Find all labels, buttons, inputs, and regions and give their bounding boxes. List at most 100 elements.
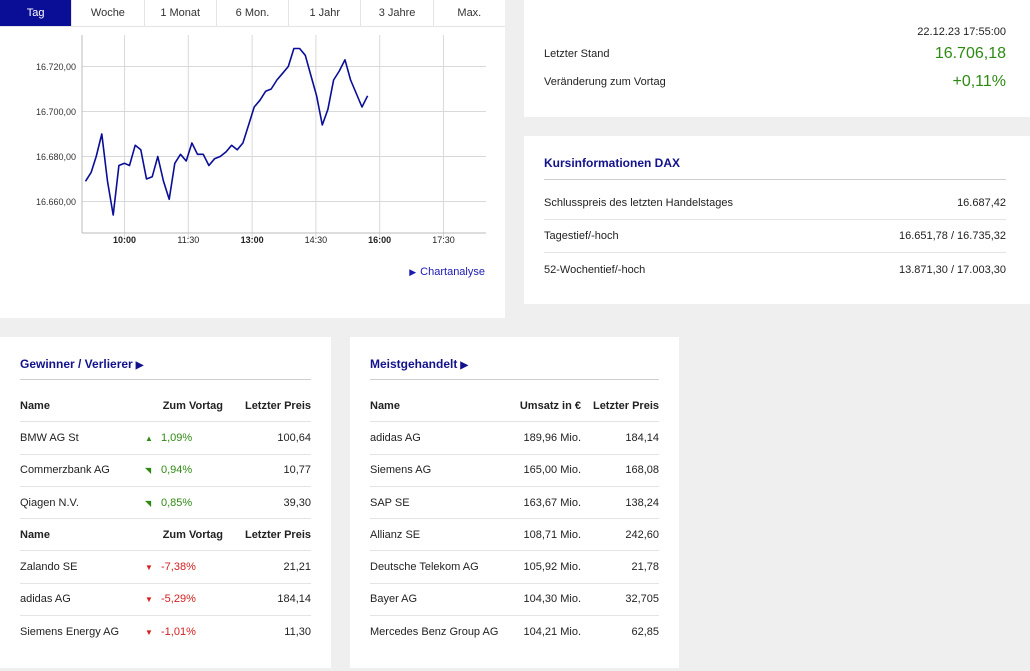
tab-6-mon[interactable]: 6 Mon. xyxy=(217,0,290,26)
stock-price: 62,85 xyxy=(631,626,659,639)
tab-3-jahre[interactable]: 3 Jahre xyxy=(361,0,434,26)
x-tick-label: 11:30 xyxy=(177,235,199,245)
veraenderung-label: Veränderung zum Vortag xyxy=(544,76,666,88)
table-row[interactable]: BMW AG St ▲ 1,09% 100,64 xyxy=(20,422,311,455)
stock-price: 32,705 xyxy=(625,593,659,606)
x-tick-label: 16:00 xyxy=(368,235,391,245)
stock-umsatz: 163,67 Mio. xyxy=(523,496,581,509)
table-row[interactable]: Siemens Energy AG ▼ -1,01% 11,30 xyxy=(20,616,311,648)
table-header: Name Zum Vortag Letzter Preis xyxy=(20,519,311,552)
table-row[interactable]: Bayer AG 104,30 Mio. 32,705 xyxy=(370,584,659,617)
stock-umsatz: 165,00 Mio. xyxy=(523,464,581,477)
table-header: Name Umsatz in € Letzter Preis xyxy=(370,390,659,423)
stock-price: 21,21 xyxy=(283,561,311,574)
stock-price: 168,08 xyxy=(625,464,659,477)
stock-name: adidas AG xyxy=(370,431,421,444)
table-row[interactable]: SAP SE 163,67 Mio. 138,24 xyxy=(370,487,659,520)
stock-price: 21,78 xyxy=(631,561,659,574)
col-letzter-preis: Letzter Preis xyxy=(244,399,311,412)
col-letzter-preis: Letzter Preis xyxy=(244,528,311,541)
play-icon: ▶ xyxy=(460,360,469,371)
stock-name: Mercedes Benz Group AG ... xyxy=(370,626,501,639)
table-header: Name Zum Vortag Letzter Preis xyxy=(20,390,311,423)
wochentief-hoch-row: 52-Wochentief/-hoch 13.871,30 / 17.003,3… xyxy=(544,253,1006,286)
stock-change: 0,85% xyxy=(161,496,193,509)
stock-change: 0,94% xyxy=(161,464,193,477)
stock-change: -5,29% xyxy=(161,593,196,606)
table-row[interactable]: adidas AG 189,96 Mio. 184,14 xyxy=(370,422,659,455)
kurs-row-label: Schlusspreis des letzten Handelstages xyxy=(544,197,733,209)
stock-name: Zalando SE xyxy=(20,561,78,574)
y-tick-label: 16.660,00 xyxy=(36,197,76,207)
stock-price: 39,30 xyxy=(283,496,311,509)
y-tick-label: 16.700,00 xyxy=(36,107,76,117)
schlusspreis-row: Schlusspreis des letzten Handelstages 16… xyxy=(544,187,1006,220)
kurs-row-label: 52-Wochentief/-hoch xyxy=(544,263,646,276)
kursinformationen-card: Kursinformationen DAX Schlusspreis des l… xyxy=(524,136,1030,304)
table-row[interactable]: Allianz SE 108,71 Mio. 242,60 xyxy=(370,519,659,552)
play-icon: ▶ xyxy=(135,360,144,371)
stock-umsatz: 108,71 Mio. xyxy=(523,528,581,541)
stock-name: Deutsche Telekom AG xyxy=(370,561,479,574)
quote-card: 22.12.23 17:55:00 Letzter Stand 16.706,1… xyxy=(524,0,1030,117)
stock-name: Qiagen N.V. xyxy=(20,496,79,509)
table-row[interactable]: Qiagen N.V. ◥ 0,85% 39,30 xyxy=(20,487,311,520)
gewinner-verlierer-title[interactable]: Gewinner / Verlierer ▶ xyxy=(20,357,143,371)
meistgehandelt-card: Meistgehandelt ▶ Name Umsatz in € Letzter… xyxy=(350,337,679,668)
tab-tag[interactable]: Tag xyxy=(0,0,73,26)
kurs-row-value: 16.687,42 xyxy=(957,197,1006,209)
kurs-row-value: 16.651,78 / 16.735,32 xyxy=(898,230,1006,242)
kursinformationen-title: Kursinformationen DAX xyxy=(544,156,681,170)
arrow-up-right-icon: ◥ xyxy=(145,498,152,508)
stock-price: 100,64 xyxy=(277,431,311,444)
stock-name: Siemens AG xyxy=(370,464,432,477)
table-row[interactable]: Mercedes Benz Group AG ... 104,21 Mio. 6… xyxy=(370,616,659,648)
gewinner-verlierer-card: Gewinner / Verlierer ▶ Name Zum Vortag Le… xyxy=(0,337,331,668)
letzter-stand-value: 16.706,18 xyxy=(934,45,1006,62)
tab-1-jahr[interactable]: 1 Jahr xyxy=(289,0,362,26)
x-tick-label: 17:30 xyxy=(432,235,455,245)
period-tabs: Tag Woche 1 Monat 6 Mon. 1 Jahr 3 Jahre … xyxy=(0,0,505,27)
meistgehandelt-label: Meistgehandelt xyxy=(370,357,458,371)
table-row[interactable]: Zalando SE ▼ -7,38% 21,21 xyxy=(20,551,311,584)
meistgehandelt-title[interactable]: Meistgehandelt ▶ xyxy=(370,357,468,371)
play-icon: ▶ xyxy=(409,267,417,277)
table-row[interactable]: adidas AG ▼ -5,29% 184,14 xyxy=(20,584,311,617)
col-name: Name xyxy=(370,399,400,412)
table-row[interactable]: Deutsche Telekom AG 105,92 Mio. 21,78 xyxy=(370,551,659,584)
table-row[interactable]: Siemens AG 165,00 Mio. 168,08 xyxy=(370,455,659,487)
arrow-down-icon: ▼ xyxy=(145,563,153,573)
stock-umsatz: 105,92 Mio. xyxy=(523,561,581,574)
intraday-chart[interactable]: 16.720,00 16.700,00 16.680,00 16.660,00 10:0… xyxy=(0,27,505,257)
stock-change: -7,38% xyxy=(161,561,196,574)
stock-name: adidas AG xyxy=(20,593,71,606)
y-tick-label: 16.720,00 xyxy=(36,62,76,72)
stock-price: 11,30 xyxy=(284,626,311,639)
stock-name: Allianz SE xyxy=(370,528,421,541)
stock-change: -1,01% xyxy=(161,626,196,639)
meistgehandelt-table: Name Umsatz in € Letzter Preis adidas AG… xyxy=(370,390,659,648)
stock-price: 138,24 xyxy=(625,496,659,509)
gewinner-verlierer-label: Gewinner / Verlierer xyxy=(20,357,133,371)
chartanalyse-link[interactable]: ▶ Chartanalyse xyxy=(409,266,485,278)
kurs-row-value: 13.871,30 / 17.003,30 xyxy=(898,263,1006,276)
divider xyxy=(370,379,659,380)
col-umsatz: Umsatz in € xyxy=(519,399,581,412)
x-tick-label: 10:00 xyxy=(113,235,136,245)
tab-1-monat[interactable]: 1 Monat xyxy=(145,0,217,26)
tab-max[interactable]: Max. xyxy=(457,7,482,19)
stock-change: 1,09% xyxy=(161,431,193,444)
stock-name: Siemens Energy AG xyxy=(20,626,120,639)
arrow-up-icon: ▲ xyxy=(145,433,153,443)
tagestief-hoch-row: Tagestief/-hoch 16.651,78 / 16.735,32 xyxy=(544,220,1006,253)
table-row[interactable]: Commerzbank AG ◥ 0,94% 10,77 xyxy=(20,455,311,487)
letzter-stand-label: Letzter Stand xyxy=(544,48,610,60)
col-zum-vortag: Zum Vortag xyxy=(162,399,223,412)
tab-woche[interactable]: Woche xyxy=(72,0,145,26)
stock-umsatz: 104,21 Mio. xyxy=(523,626,581,639)
letzter-stand-row: Letzter Stand 16.706,18 xyxy=(544,45,1006,63)
veraenderung-value: +0,11% xyxy=(952,73,1006,90)
stock-name: Commerzbank AG xyxy=(20,464,110,477)
x-tick-label: 13:00 xyxy=(241,235,264,245)
price-line xyxy=(84,47,369,216)
